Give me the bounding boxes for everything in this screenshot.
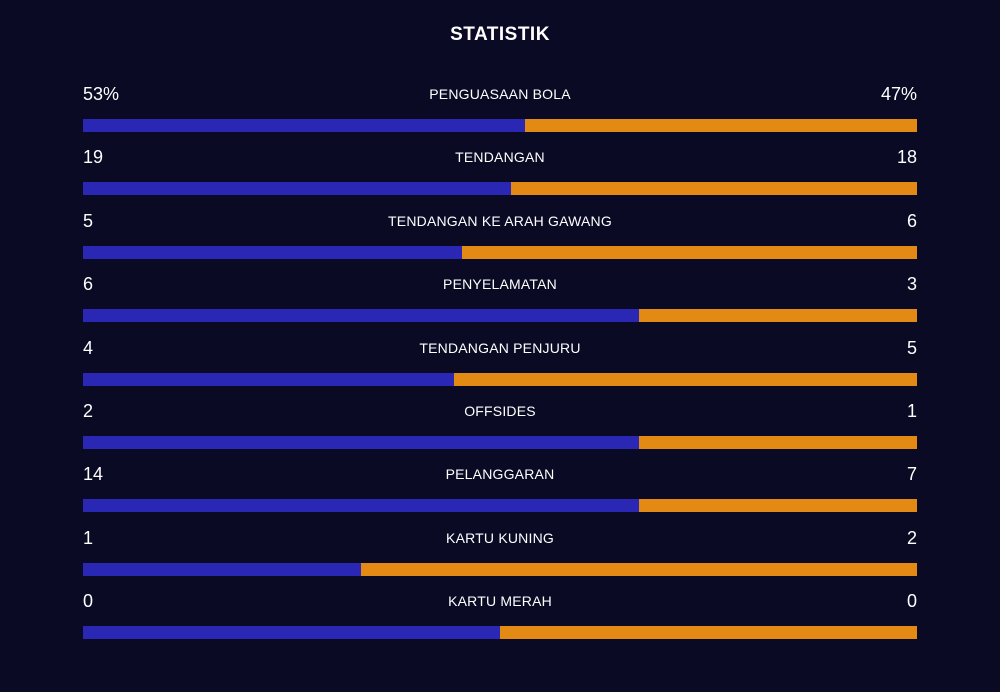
home-value: 2 (83, 400, 94, 421)
stat-label: PENYELAMATAN (443, 276, 557, 293)
stat-row: 1 KARTU KUNING 2 (83, 525, 917, 588)
away-bar-segment (525, 119, 917, 132)
away-value: 1 (906, 400, 917, 421)
home-bar-segment (83, 562, 361, 576)
stat-label: KARTU MERAH (448, 593, 552, 610)
home-value: 19 (83, 147, 104, 168)
statistics-list: 53% PENGUASAAN BOLA 47% 19 TENDANGAN 18 5 TENDA… (83, 81, 917, 652)
stat-row: 0 KARTU MERAH 0 (83, 588, 917, 651)
home-bar-segment (83, 626, 500, 640)
stat-label: TENDANGAN (455, 149, 545, 166)
stat-row: 5 TENDANGAN KE ARAH GAWANG 6 (83, 208, 917, 271)
stat-label: PENGUASAAN BOLA (429, 86, 571, 102)
home-bar-segment (83, 119, 526, 132)
away-bar-segment (638, 499, 917, 513)
comparison-bar (83, 499, 917, 513)
away-bar-segment (453, 372, 917, 386)
comparison-bar (83, 182, 917, 196)
away-value: 6 (906, 210, 917, 231)
stat-row: 4 TENDANGAN PENJURU 5 (83, 335, 917, 398)
stat-label: PELANGGARAN (445, 466, 555, 483)
away-value: 47% (880, 84, 917, 104)
away-value: 5 (906, 337, 917, 358)
comparison-bar (83, 245, 917, 259)
stat-label: OFFSIDES (464, 402, 536, 419)
comparison-bar (83, 119, 917, 132)
home-value: 53% (83, 84, 120, 104)
home-value: 1 (83, 527, 94, 548)
home-value: 6 (83, 274, 94, 295)
stat-row: 6 PENYELAMATAN 3 (83, 271, 917, 334)
stat-header: 14 PELANGGARAN 7 (83, 461, 917, 489)
away-value: 0 (906, 591, 917, 612)
stat-row: 2 OFFSIDES 1 (83, 398, 917, 461)
statistics-title: STATISTIK (450, 24, 550, 45)
away-bar-segment (360, 562, 917, 576)
home-value: 0 (83, 591, 94, 612)
stat-header: 19 TENDANGAN 18 (83, 144, 917, 172)
comparison-bar (83, 372, 917, 386)
stat-row: 53% PENGUASAAN BOLA 47% (83, 81, 917, 144)
home-bar-segment (83, 245, 463, 259)
stat-header: 53% PENGUASAAN BOLA 47% (83, 81, 917, 109)
away-bar-segment (500, 626, 917, 640)
stat-label: KARTU KUNING (446, 529, 554, 546)
home-bar-segment (83, 309, 639, 323)
home-bar-segment (83, 182, 512, 196)
away-value: 18 (896, 147, 917, 168)
stat-row: 19 TENDANGAN 18 (83, 144, 917, 207)
stat-header: 0 KARTU MERAH 0 (83, 588, 917, 616)
home-bar-segment (83, 499, 639, 513)
home-bar-segment (83, 372, 454, 386)
stat-header: 2 OFFSIDES 1 (83, 398, 917, 426)
away-bar-segment (638, 435, 917, 449)
comparison-bar (83, 626, 917, 640)
stat-label: TENDANGAN KE ARAH GAWANG (388, 212, 612, 229)
home-value: 5 (83, 210, 94, 231)
away-value: 3 (906, 274, 917, 295)
stat-header: 6 PENYELAMATAN 3 (83, 271, 917, 299)
away-bar-segment (511, 182, 917, 196)
home-value: 4 (83, 337, 94, 358)
stat-row: 14 PELANGGARAN 7 (83, 461, 917, 524)
comparison-bar (83, 309, 917, 323)
comparison-bar (83, 562, 917, 576)
comparison-bar (83, 435, 917, 449)
away-bar-segment (638, 309, 917, 323)
stat-header: 1 KARTU KUNING 2 (83, 525, 917, 553)
stat-label: TENDANGAN PENJURU (419, 339, 581, 356)
home-value: 14 (83, 464, 104, 485)
stat-header: 5 TENDANGAN KE ARAH GAWANG 6 (83, 208, 917, 236)
away-bar-segment (462, 245, 917, 259)
away-value: 7 (906, 464, 917, 485)
away-value: 2 (906, 527, 917, 548)
home-bar-segment (83, 435, 639, 449)
stat-header: 4 TENDANGAN PENJURU 5 (83, 335, 917, 363)
